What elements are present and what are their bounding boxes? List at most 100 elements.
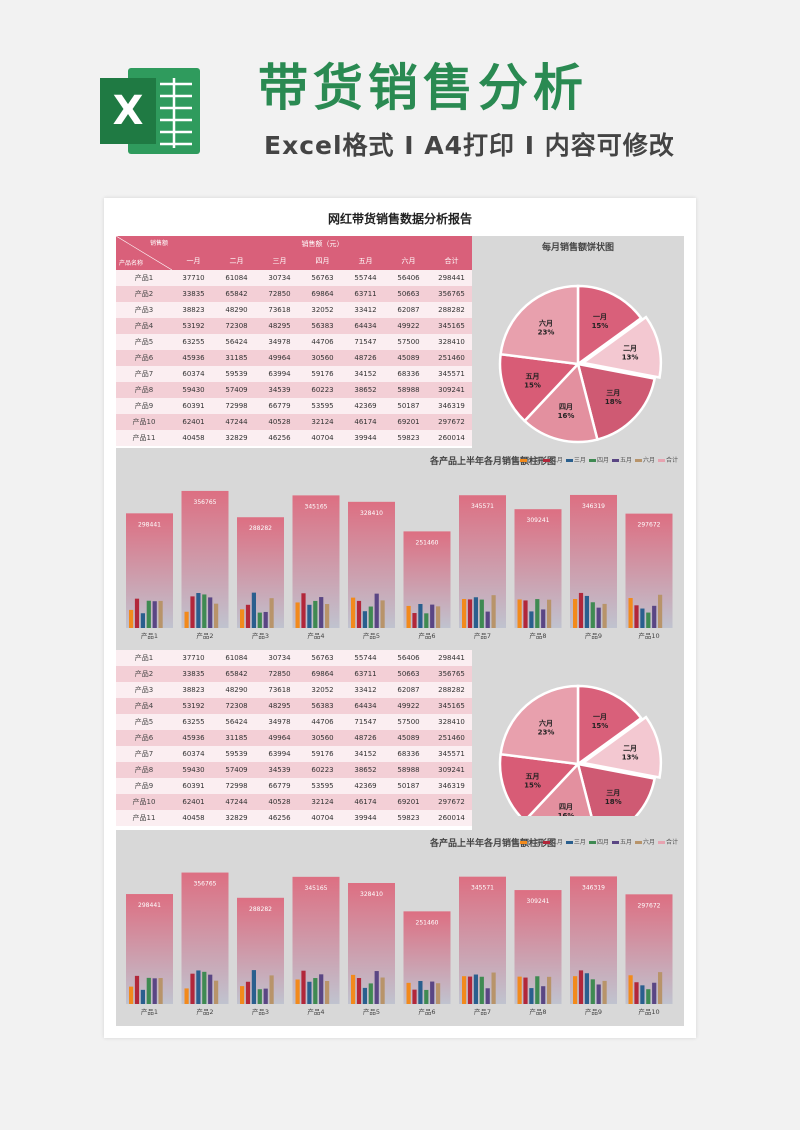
product-name-cell[interactable]: 产品1 <box>116 650 172 666</box>
value-cell[interactable]: 345165 <box>430 698 473 714</box>
product-name-cell[interactable]: 产品8 <box>116 382 172 398</box>
value-cell[interactable]: 69201 <box>387 414 430 430</box>
value-cell[interactable]: 56763 <box>301 270 344 286</box>
product-name-cell[interactable]: 产品10 <box>116 414 172 430</box>
value-cell[interactable]: 59430 <box>172 382 215 398</box>
product-name-cell[interactable]: 产品6 <box>116 730 172 746</box>
value-cell[interactable]: 60391 <box>172 778 215 794</box>
value-cell[interactable]: 44706 <box>301 334 344 350</box>
value-cell[interactable]: 328410 <box>430 714 473 730</box>
value-cell[interactable]: 53192 <box>172 318 215 334</box>
value-cell[interactable]: 328410 <box>430 334 473 350</box>
value-cell[interactable]: 31185 <box>215 350 258 366</box>
value-cell[interactable]: 48290 <box>215 302 258 318</box>
product-name-cell[interactable]: 产品1 <box>116 270 172 286</box>
value-cell[interactable]: 42369 <box>344 398 387 414</box>
value-cell[interactable]: 38652 <box>344 762 387 778</box>
value-cell[interactable]: 59823 <box>387 810 430 826</box>
value-cell[interactable]: 47244 <box>215 414 258 430</box>
value-cell[interactable]: 47244 <box>215 794 258 810</box>
value-cell[interactable]: 356765 <box>430 666 473 682</box>
value-cell[interactable]: 49922 <box>387 318 430 334</box>
value-cell[interactable]: 68336 <box>387 746 430 762</box>
value-cell[interactable]: 60374 <box>172 746 215 762</box>
value-cell[interactable]: 298441 <box>430 270 473 286</box>
value-cell[interactable]: 60374 <box>172 366 215 382</box>
value-cell[interactable]: 59176 <box>301 746 344 762</box>
product-name-cell[interactable]: 产品10 <box>116 794 172 810</box>
value-cell[interactable]: 33412 <box>344 682 387 698</box>
value-cell[interactable]: 309241 <box>430 382 473 398</box>
value-cell[interactable]: 46256 <box>258 430 301 446</box>
value-cell[interactable]: 66779 <box>258 398 301 414</box>
value-cell[interactable]: 30560 <box>301 730 344 746</box>
value-cell[interactable]: 49964 <box>258 730 301 746</box>
value-cell[interactable]: 62087 <box>387 302 430 318</box>
value-cell[interactable]: 56406 <box>387 270 430 286</box>
value-cell[interactable]: 59176 <box>301 366 344 382</box>
product-name-cell[interactable]: 产品9 <box>116 778 172 794</box>
value-cell[interactable]: 69201 <box>387 794 430 810</box>
product-name-cell[interactable]: 产品7 <box>116 366 172 382</box>
value-cell[interactable]: 345165 <box>430 318 473 334</box>
value-cell[interactable]: 59539 <box>215 366 258 382</box>
value-cell[interactable]: 69864 <box>301 286 344 302</box>
value-cell[interactable]: 50187 <box>387 778 430 794</box>
value-cell[interactable]: 40528 <box>258 794 301 810</box>
product-name-cell[interactable]: 产品5 <box>116 714 172 730</box>
value-cell[interactable]: 61084 <box>215 650 258 666</box>
product-name-cell[interactable]: 产品2 <box>116 286 172 302</box>
product-name-cell[interactable]: 产品3 <box>116 302 172 318</box>
value-cell[interactable]: 44706 <box>301 714 344 730</box>
value-cell[interactable]: 33835 <box>172 666 215 682</box>
value-cell[interactable]: 46174 <box>344 414 387 430</box>
value-cell[interactable]: 46174 <box>344 794 387 810</box>
product-name-cell[interactable]: 产品3 <box>116 682 172 698</box>
value-cell[interactable]: 56424 <box>215 334 258 350</box>
value-cell[interactable]: 72308 <box>215 698 258 714</box>
value-cell[interactable]: 50663 <box>387 666 430 682</box>
value-cell[interactable]: 72308 <box>215 318 258 334</box>
value-cell[interactable]: 57500 <box>387 334 430 350</box>
value-cell[interactable]: 57409 <box>215 762 258 778</box>
value-cell[interactable]: 71547 <box>344 334 387 350</box>
value-cell[interactable]: 63994 <box>258 366 301 382</box>
value-cell[interactable]: 34152 <box>344 746 387 762</box>
value-cell[interactable]: 71547 <box>344 714 387 730</box>
value-cell[interactable]: 64434 <box>344 318 387 334</box>
value-cell[interactable]: 60223 <box>301 762 344 778</box>
value-cell[interactable]: 345571 <box>430 366 473 382</box>
value-cell[interactable]: 39944 <box>344 810 387 826</box>
value-cell[interactable]: 53595 <box>301 778 344 794</box>
value-cell[interactable]: 40704 <box>301 810 344 826</box>
value-cell[interactable]: 48290 <box>215 682 258 698</box>
value-cell[interactable]: 72998 <box>215 778 258 794</box>
value-cell[interactable]: 63255 <box>172 714 215 730</box>
value-cell[interactable]: 73618 <box>258 682 301 698</box>
value-cell[interactable]: 32124 <box>301 794 344 810</box>
value-cell[interactable]: 64434 <box>344 698 387 714</box>
value-cell[interactable]: 297672 <box>430 414 473 430</box>
value-cell[interactable]: 62401 <box>172 414 215 430</box>
value-cell[interactable]: 57409 <box>215 382 258 398</box>
value-cell[interactable]: 30734 <box>258 650 301 666</box>
value-cell[interactable]: 65842 <box>215 666 258 682</box>
value-cell[interactable]: 57500 <box>387 714 430 730</box>
value-cell[interactable]: 251460 <box>430 350 473 366</box>
value-cell[interactable]: 45089 <box>387 350 430 366</box>
value-cell[interactable]: 309241 <box>430 762 473 778</box>
value-cell[interactable]: 73618 <box>258 302 301 318</box>
value-cell[interactable]: 56383 <box>301 318 344 334</box>
value-cell[interactable]: 260014 <box>430 810 473 826</box>
value-cell[interactable]: 40704 <box>301 430 344 446</box>
value-cell[interactable]: 61084 <box>215 270 258 286</box>
value-cell[interactable]: 45936 <box>172 730 215 746</box>
value-cell[interactable]: 45936 <box>172 350 215 366</box>
value-cell[interactable]: 33412 <box>344 302 387 318</box>
value-cell[interactable]: 55744 <box>344 650 387 666</box>
value-cell[interactable]: 60391 <box>172 398 215 414</box>
value-cell[interactable]: 40458 <box>172 810 215 826</box>
value-cell[interactable]: 37710 <box>172 270 215 286</box>
value-cell[interactable]: 32124 <box>301 414 344 430</box>
value-cell[interactable]: 58988 <box>387 762 430 778</box>
